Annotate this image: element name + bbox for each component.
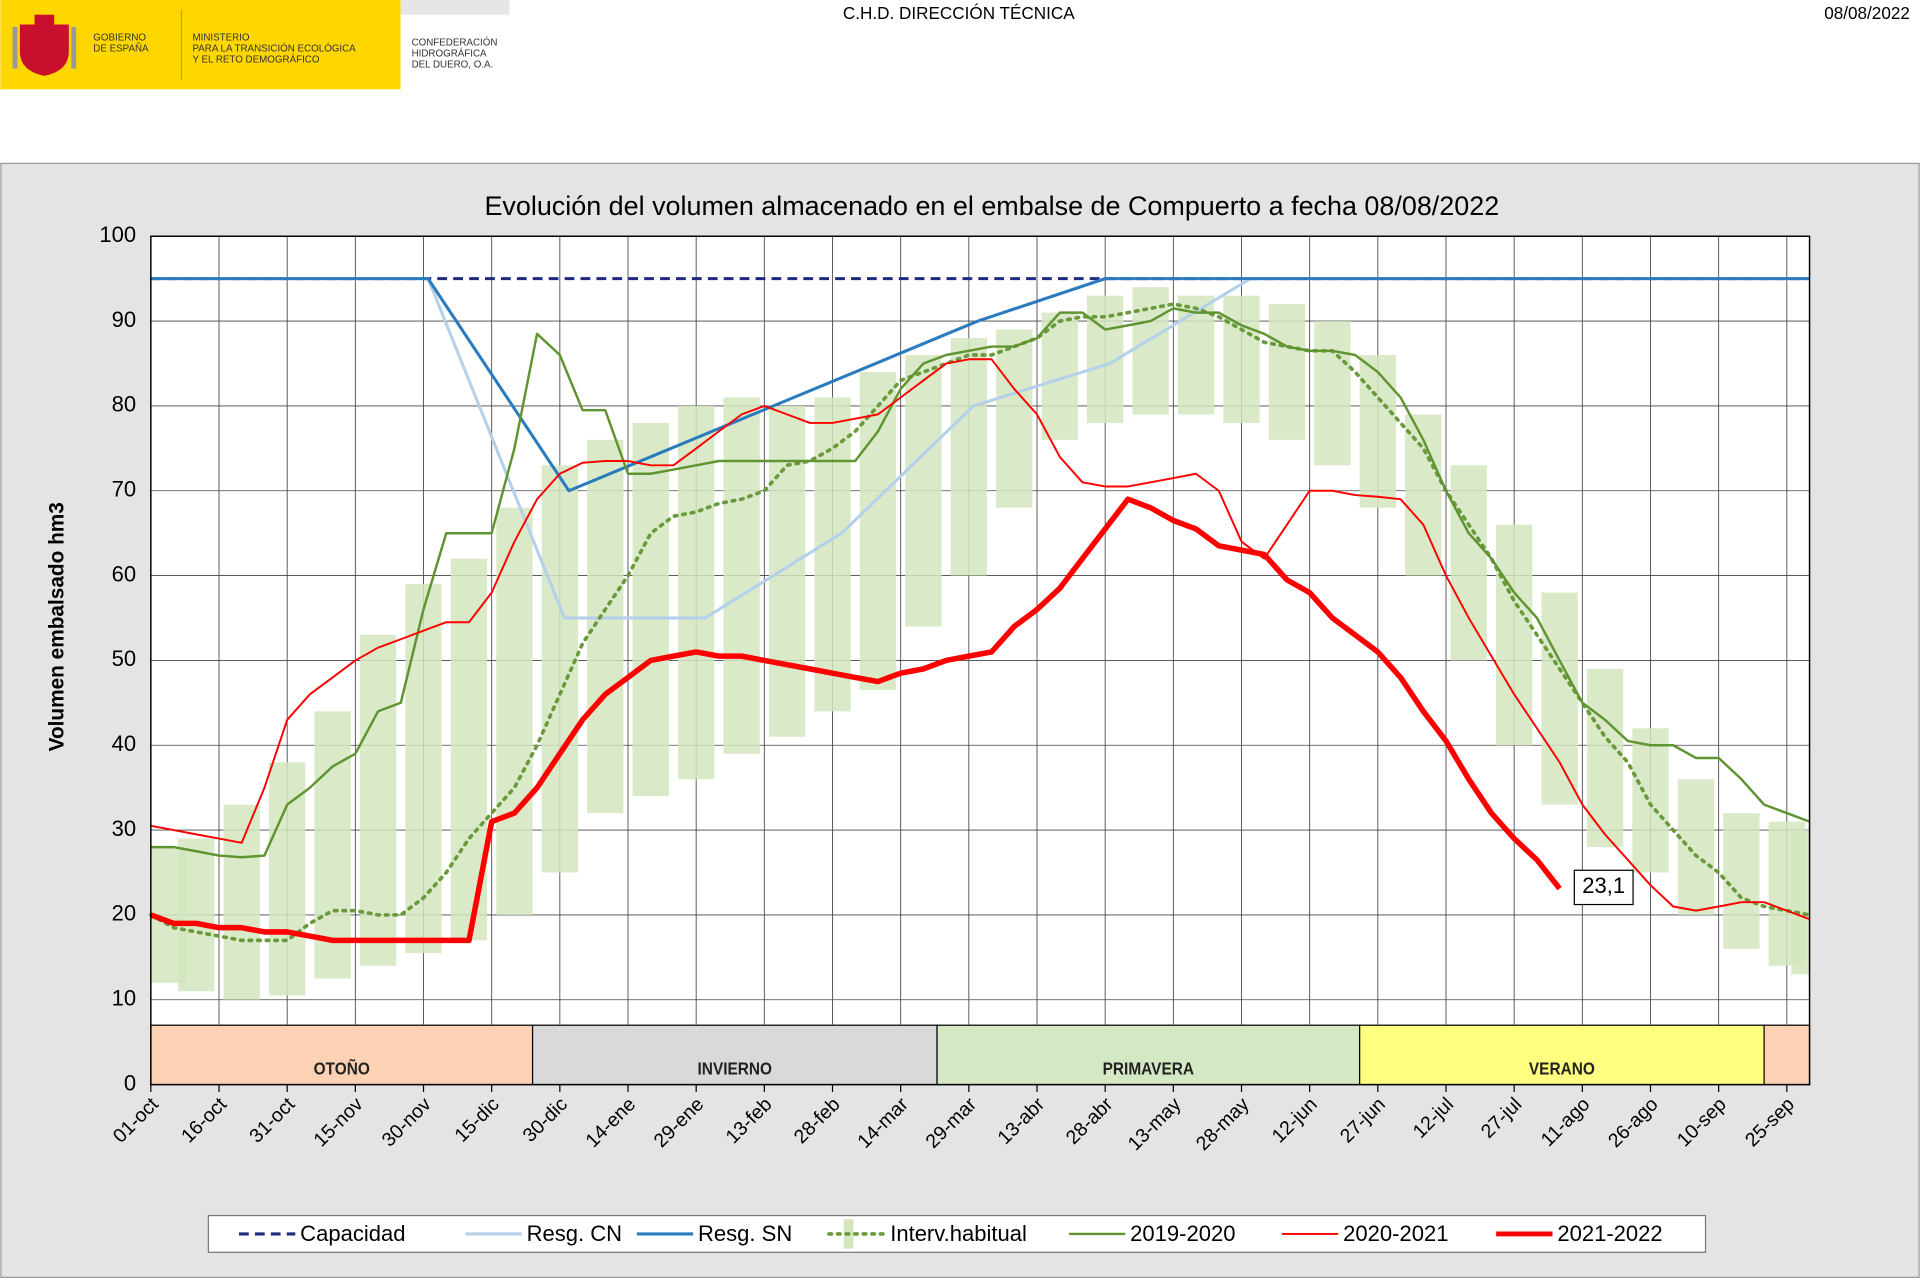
range-bar [496, 507, 533, 915]
series-line [150, 358, 1810, 921]
season-band [1763, 1024, 1811, 1086]
range-bar [950, 338, 988, 576]
range-bar [405, 584, 442, 954]
range-bar [632, 422, 669, 797]
plot: OTOÑO INVIERNO PRIMAVERA VERANO 0 10 20 30 40 50 6… [99, 222, 1812, 1155]
plot-frame [150, 235, 1811, 1086]
season-label: OTOÑO [314, 1058, 370, 1079]
legend-label: Capacidad [300, 1221, 405, 1246]
range-bar [1177, 295, 1215, 415]
legend-label: 2021-2022 [1557, 1221, 1662, 1246]
series-line [150, 307, 1810, 859]
y-tick-label: 100 [99, 222, 136, 247]
logo-text: DEL DUERO, O.A. [412, 59, 494, 70]
y-tick-label: 60 [112, 561, 136, 586]
range-bar [905, 355, 942, 627]
y-tick-label: 40 [112, 731, 136, 756]
series-line [149, 496, 1562, 944]
logo-text: HIDROGRÁFICA [412, 48, 487, 59]
legend-label: Interv.habitual [890, 1221, 1027, 1246]
range-bar [359, 634, 397, 966]
series-line [150, 277, 1810, 620]
logo-text: CONFEDERACIÓN [412, 37, 498, 48]
range-bar [768, 405, 806, 737]
y-tick-label: 30 [112, 816, 136, 841]
range-bar [1541, 592, 1578, 805]
season-label: PRIMAVERA [1103, 1060, 1195, 1079]
range-bar [1791, 830, 1810, 975]
season-label: INVIERNO [698, 1060, 773, 1079]
range-bar [1677, 779, 1715, 915]
season-label: VERANO [1529, 1060, 1595, 1079]
y-tick-label: 0 [124, 1070, 136, 1095]
range-bar [268, 762, 306, 996]
range-bar [814, 397, 851, 712]
series-line [150, 277, 1810, 493]
range-bar [1495, 524, 1533, 746]
logo-text: PARA LA TRANSICIÓN ECOLÓGICA [192, 44, 356, 55]
logo-text: Y EL RETO DEMOGRÁFICO [192, 55, 319, 66]
logo-strip [400, 0, 510, 15]
range-bar [1632, 728, 1669, 873]
legend-items: Capacidad Resg. CN Resg. SN Interv.habitual… [238, 1219, 1663, 1249]
range-bar [1268, 304, 1306, 440]
y-tick-label: 90 [112, 307, 136, 332]
series-line [149, 302, 1812, 943]
y-tick-label: 10 [112, 986, 136, 1011]
annotation-box [1573, 869, 1634, 906]
range-bar [1723, 813, 1760, 949]
range-bar [723, 397, 760, 754]
range-bar [314, 711, 351, 979]
range-bar [1450, 465, 1487, 661]
season-band [531, 1024, 938, 1086]
logo-text: MINISTERIO [192, 33, 249, 44]
range-bar [1314, 321, 1351, 466]
legend-label: Resg. CN [527, 1221, 622, 1246]
legend-label: 2019-2020 [1130, 1221, 1235, 1246]
chart-title: Evolución del volumen almacenado en el e… [484, 191, 1499, 221]
legend-label: 2020-2021 [1343, 1221, 1448, 1246]
range-bar [996, 329, 1033, 508]
logo-text: GOBIERNO [93, 33, 146, 44]
coat-of-arms [12, 14, 77, 76]
header-center: C.H.D. DIRECCIÓN TÉCNICA [843, 3, 1075, 23]
logo-text: DE ESPAÑA [93, 44, 149, 55]
range-bar [859, 371, 897, 691]
y-axis-label: Volumen embalsado hm3 [45, 502, 68, 751]
legend-label: Resg. SN [698, 1221, 792, 1246]
y-tick-label: 70 [112, 477, 136, 502]
y-tick-label: 80 [112, 392, 136, 417]
y-tick-label: 50 [112, 646, 136, 671]
range-bar [178, 838, 215, 992]
legend [207, 1214, 1707, 1253]
range-bar [1359, 355, 1397, 508]
y-tick-label: 20 [112, 901, 136, 926]
annotation-label: 23,1 [1582, 873, 1625, 898]
range-bar [1586, 668, 1624, 848]
range-bar [223, 804, 260, 1000]
range-bar [587, 439, 624, 814]
header-date: 08/08/2022 [1824, 3, 1910, 23]
season-band [936, 1024, 1361, 1086]
range-bar [1223, 295, 1260, 423]
